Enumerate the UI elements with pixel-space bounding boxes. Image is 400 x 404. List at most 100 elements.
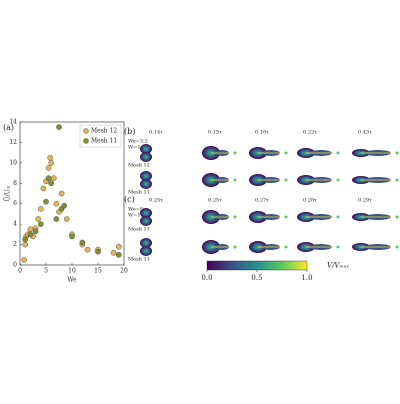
time-label: 0.18τ [255,130,269,136]
x-tick-label: 15 [94,268,102,275]
point [38,206,44,212]
droplet-bead [284,151,288,155]
time-label: 0.29τ [358,198,372,204]
droplet-bead [395,215,399,219]
point [61,202,67,209]
droplet [140,238,152,248]
point [79,239,86,246]
x-tick-label: 0 [18,268,22,275]
legend-box [79,124,122,148]
droplet-bead [284,245,288,249]
y-tick-label: 8 [13,180,17,187]
point [48,160,55,166]
point [32,228,39,235]
droplet [140,171,152,181]
point [40,185,47,192]
row-label: Mesh 11 [128,227,150,233]
point [116,243,122,250]
point [43,198,49,205]
point [45,165,52,171]
legend-label: Mesh 12 [91,128,117,135]
droplet-bead [395,245,399,249]
panel-label: (c) [124,195,135,204]
colorbar-tick-label: 0.5 [251,274,262,282]
droplet [140,246,152,256]
y-tick-label: 12 [9,139,17,146]
point [64,216,70,222]
x-tick-label: 5 [44,268,48,275]
colorbar-tick-label: 1.0 [301,274,312,282]
droplet-bead [336,215,340,219]
time-label: 0.43τ [358,130,372,136]
time-label: 0.25τ [149,198,163,204]
time-label: 0.15τ [208,130,222,136]
point [110,249,117,256]
point [53,216,60,222]
x-tick-label: 10 [68,268,76,275]
row-label: Mesh 11 [128,257,150,263]
point [22,236,29,243]
point [51,175,57,181]
x-tick-label: 20 [120,268,128,275]
point [58,190,65,197]
colorbar-label: V/Vₘₐₓ [327,262,349,270]
w-label: W=1.3 [128,145,145,151]
time-label: 0.28τ [303,198,317,204]
time-label: 0.14τ [149,130,163,136]
we-label: We=8 [128,207,143,213]
we-label: We=3.2 [128,139,148,145]
droplet-bead [336,245,340,249]
panel-label: (a) [3,123,14,132]
time-label: 0.27τ [255,198,269,204]
droplet-bead [336,151,340,155]
colorbar-tick-label: 0.0 [201,274,212,282]
point [27,226,34,233]
droplet [140,152,152,162]
point [47,154,53,161]
y-axis-label: Ū/Uᵢₙ [5,185,12,201]
droplet-bead [233,151,237,155]
droplet-bead [336,178,340,182]
droplet-bead [284,215,288,219]
w-label: W=1.4 [128,213,145,219]
legend-marker [83,128,89,134]
time-label: 0.25τ [208,198,222,204]
legend-label: Mesh 11 [91,138,117,145]
droplet-bead [284,178,288,182]
y-tick-label: 10 [9,159,17,166]
droplet [140,216,152,226]
droplet-bead [233,178,237,182]
droplet-bead [233,245,237,249]
droplet [140,208,152,218]
legend-marker [83,138,89,144]
point [69,233,75,240]
row-label: Mesh 12 [128,163,150,169]
point [35,216,42,222]
droplet-bead [233,215,237,219]
y-tick-label: 6 [13,200,17,207]
point [38,221,44,227]
droplet-bead [395,178,399,182]
point [56,124,62,130]
point [116,251,122,258]
y-tick-label: 14 [9,119,17,126]
row-label: Mesh 11 [128,190,150,196]
y-tick-label: 2 [13,241,17,248]
point [22,241,29,248]
time-label: 0.22τ [303,130,317,136]
point [53,200,60,207]
droplet [140,179,152,189]
point [84,246,91,253]
x-axis-label: We [67,277,77,284]
point [95,248,101,255]
point [21,257,27,263]
y-tick-label: 0 [13,262,17,269]
point [48,180,55,187]
droplet-bead [395,151,399,155]
droplet [140,144,152,154]
colorbar [206,260,308,271]
point [27,231,34,238]
y-tick-label: 4 [13,221,17,228]
point [45,175,52,181]
